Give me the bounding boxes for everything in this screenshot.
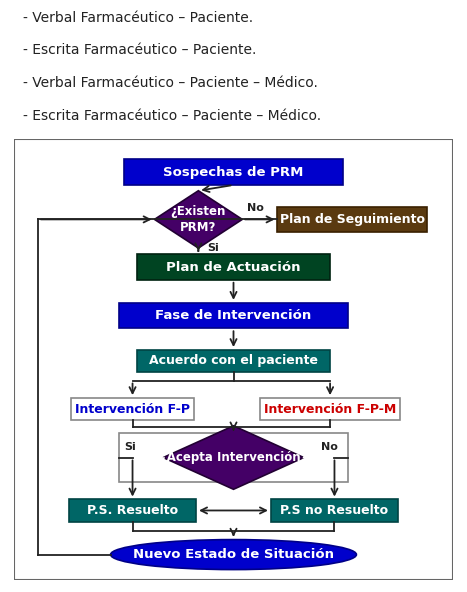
Text: Si: Si bbox=[207, 243, 219, 253]
Text: - Verbal Farmacéutico – Paciente.: - Verbal Farmacéutico – Paciente. bbox=[23, 11, 254, 25]
FancyBboxPatch shape bbox=[120, 433, 347, 482]
Text: Fase de Intervención: Fase de Intervención bbox=[156, 309, 311, 322]
Text: Si: Si bbox=[124, 442, 135, 452]
FancyBboxPatch shape bbox=[277, 207, 427, 232]
Text: - Verbal Farmacéutico – Paciente – Médico.: - Verbal Farmacéutico – Paciente – Médic… bbox=[23, 76, 318, 90]
FancyBboxPatch shape bbox=[260, 398, 400, 420]
Text: No: No bbox=[247, 204, 263, 214]
Text: Nuevo Estado de Situación: Nuevo Estado de Situación bbox=[133, 548, 334, 561]
Text: Intervención F-P: Intervención F-P bbox=[75, 403, 190, 416]
Text: Sospechas de PRM: Sospechas de PRM bbox=[163, 166, 304, 179]
Text: ¿Existen
PRM?: ¿Existen PRM? bbox=[171, 205, 226, 234]
FancyBboxPatch shape bbox=[120, 303, 347, 329]
Text: Intervención F-P-M: Intervención F-P-M bbox=[264, 403, 396, 416]
Text: No: No bbox=[321, 442, 338, 452]
Text: ¿Acepta Intervención?: ¿Acepta Intervención? bbox=[160, 451, 307, 464]
Ellipse shape bbox=[111, 539, 356, 570]
Text: Acuerdo con el paciente: Acuerdo con el paciente bbox=[149, 355, 318, 368]
FancyBboxPatch shape bbox=[271, 500, 398, 522]
Text: Plan de Actuación: Plan de Actuación bbox=[166, 260, 301, 274]
FancyBboxPatch shape bbox=[137, 350, 330, 372]
Text: P.S no Resuelto: P.S no Resuelto bbox=[280, 504, 389, 517]
Text: P.S. Resuelto: P.S. Resuelto bbox=[87, 504, 178, 517]
Text: - Escrita Farmacéutico – Paciente.: - Escrita Farmacéutico – Paciente. bbox=[23, 43, 257, 57]
FancyBboxPatch shape bbox=[71, 398, 194, 420]
FancyBboxPatch shape bbox=[137, 254, 330, 280]
FancyBboxPatch shape bbox=[124, 159, 343, 185]
FancyBboxPatch shape bbox=[69, 500, 196, 522]
Text: - Escrita Farmacéutico – Paciente – Médico.: - Escrita Farmacéutico – Paciente – Médi… bbox=[23, 108, 321, 123]
FancyBboxPatch shape bbox=[14, 139, 453, 580]
Polygon shape bbox=[155, 191, 242, 248]
Polygon shape bbox=[163, 426, 304, 490]
Text: Plan de Seguimiento: Plan de Seguimiento bbox=[280, 213, 425, 226]
